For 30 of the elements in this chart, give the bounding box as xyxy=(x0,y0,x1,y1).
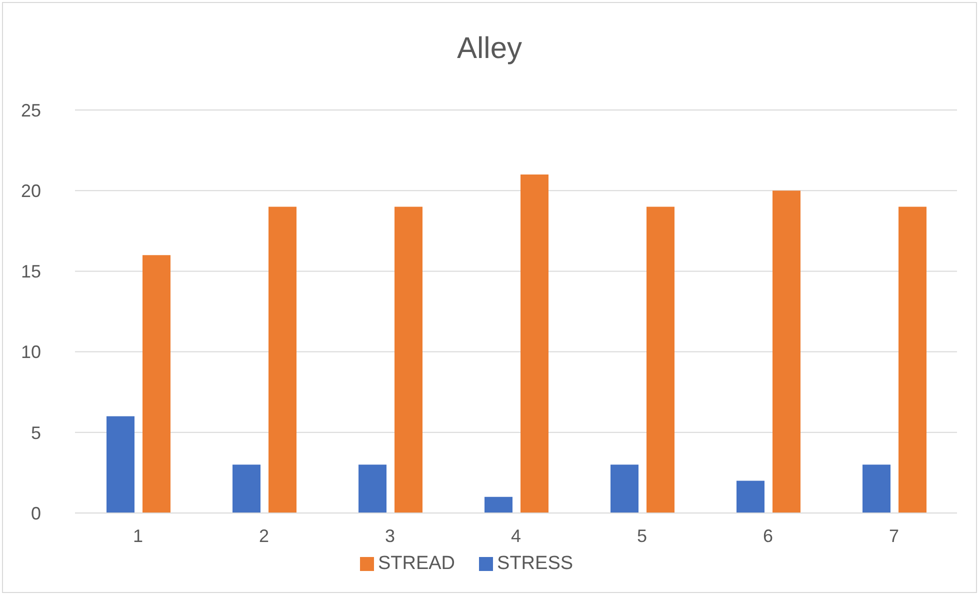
x-tick-label: 5 xyxy=(636,526,648,546)
y-tick-label: 5 xyxy=(30,422,41,443)
bar xyxy=(142,255,170,513)
y-tick-label: 15 xyxy=(20,262,41,282)
bar xyxy=(610,464,638,513)
x-tick-label: 6 xyxy=(762,526,774,546)
bar xyxy=(394,206,422,513)
bar xyxy=(898,206,926,513)
chart-title: Alley xyxy=(456,32,524,66)
x-tick-label: 7 xyxy=(888,526,900,546)
bar xyxy=(106,416,134,513)
bar xyxy=(862,464,890,513)
y-tick-label: 25 xyxy=(20,100,41,120)
x-tick-label: 4 xyxy=(510,526,522,546)
bar xyxy=(484,496,512,513)
y-tick-label: 10 xyxy=(20,342,41,362)
bar xyxy=(736,480,764,513)
bar xyxy=(232,464,260,513)
legend-label: STRESS xyxy=(497,553,574,574)
y-tick-label: 0 xyxy=(30,503,41,524)
bar xyxy=(520,174,548,513)
x-tick-label: 3 xyxy=(384,526,396,546)
bar xyxy=(268,206,296,513)
bar xyxy=(646,206,674,513)
bar xyxy=(358,464,386,513)
legend-label: STREAD xyxy=(378,553,456,574)
x-tick-label: 2 xyxy=(258,526,270,546)
x-tick-label: 1 xyxy=(132,526,144,546)
y-tick-label: 20 xyxy=(20,180,41,201)
bar xyxy=(772,190,800,513)
